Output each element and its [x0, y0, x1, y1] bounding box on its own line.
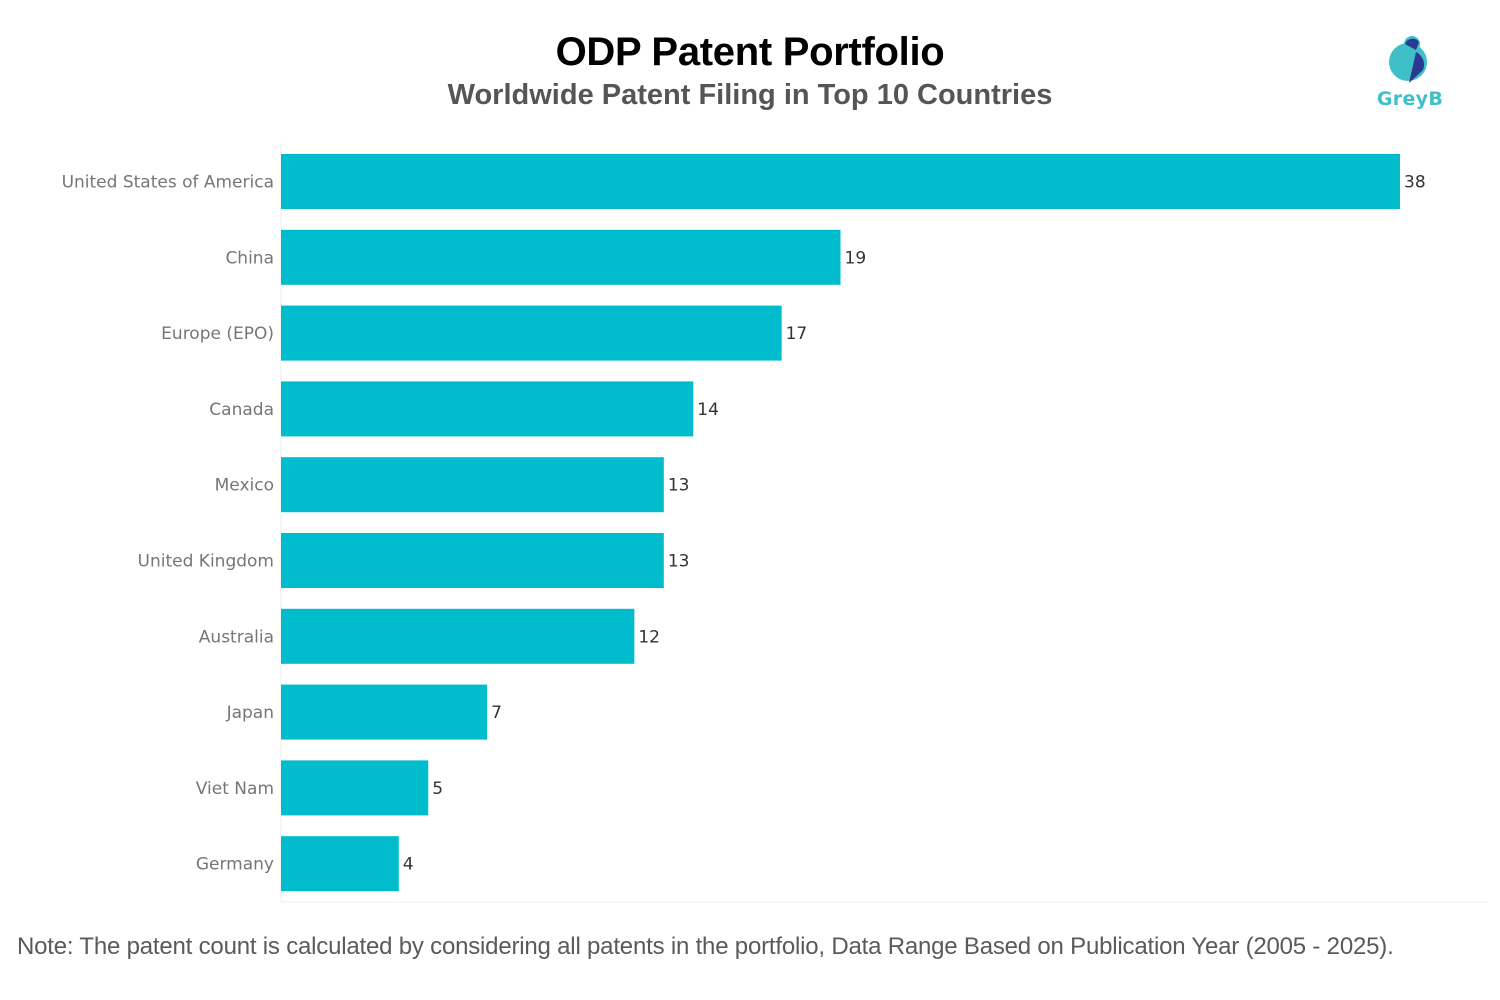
bar: [281, 760, 429, 816]
bar: [281, 608, 635, 664]
category-label: Viet Nam: [196, 779, 274, 799]
value-labels: 38 19 17 14 13 13 12 7 5 4: [403, 173, 1426, 875]
category-label: United States of America: [62, 173, 274, 193]
bars-group: [281, 154, 1400, 892]
bar: [281, 381, 694, 437]
bar: [281, 836, 399, 892]
category-label: Australia: [199, 627, 274, 647]
value-label: 7: [491, 703, 502, 723]
category-label: China: [225, 248, 274, 268]
bar: [281, 684, 488, 740]
category-label: United Kingdom: [138, 552, 274, 572]
value-label: 4: [403, 855, 414, 875]
value-label: 14: [697, 400, 719, 420]
value-label: 5: [432, 779, 443, 799]
logo-text: GreyB: [1376, 88, 1444, 110]
greyb-logo: GreyB: [1372, 30, 1448, 115]
bar: [281, 533, 664, 588]
value-label: 12: [638, 627, 660, 647]
bar: [281, 457, 664, 513]
chart-title: ODP Patent Portfolio: [555, 30, 945, 74]
greyb-logo-icon: [1389, 36, 1427, 83]
value-label: 13: [668, 552, 690, 572]
value-label: 38: [1404, 173, 1426, 193]
category-label: Mexico: [215, 476, 274, 496]
category-label: Japan: [226, 703, 274, 723]
category-label: Canada: [209, 400, 274, 420]
bar: [281, 229, 841, 285]
category-label: Germany: [196, 855, 274, 875]
logo-head-dark: [1405, 38, 1419, 50]
footnote: Note: The patent count is calculated by …: [17, 933, 1394, 960]
bar: [281, 154, 1400, 209]
value-label: 19: [845, 248, 867, 268]
value-label: 13: [668, 476, 690, 496]
chart-subtitle: Worldwide Patent Filing in Top 10 Countr…: [447, 79, 1053, 111]
category-label: Europe (EPO): [161, 324, 274, 344]
bar: [281, 305, 782, 361]
category-labels: United States of America China Europe (EPO…: [62, 173, 274, 875]
value-label: 17: [786, 324, 808, 344]
logo-accent-dark: [1409, 52, 1425, 83]
